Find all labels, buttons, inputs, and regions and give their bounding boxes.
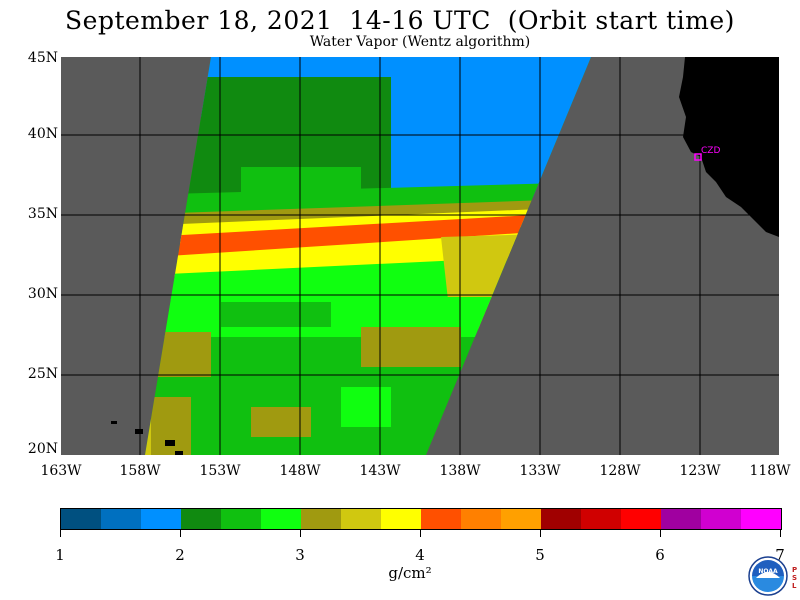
lat-label-30n: 30N	[27, 286, 58, 302]
lon-label-143w: 143W	[359, 463, 401, 479]
colorbar-swatch-2	[141, 509, 181, 529]
map-image	[61, 57, 779, 455]
lon-label-148w: 148W	[279, 463, 321, 479]
colorbar-swatch-8	[381, 509, 421, 529]
noaa-logo-icon: NOAA	[748, 556, 788, 596]
lon-label-163w: 163W	[40, 463, 82, 479]
colorbar-swatch-17	[741, 509, 781, 529]
colorbar-swatch-7	[341, 509, 381, 529]
colorbar-swatch-10	[461, 509, 501, 529]
colorbar-swatch-0	[61, 509, 101, 529]
colorbar-swatch-4	[221, 509, 261, 529]
lon-label-153w: 153W	[199, 463, 241, 479]
colorbar-swatch-3	[181, 509, 221, 529]
station-label: CZD	[701, 146, 721, 156]
colorbar-tick-6: 6	[655, 546, 665, 564]
lon-label-158w: 158W	[119, 463, 161, 479]
colorbar	[60, 508, 782, 530]
colorbar-tick-7: 7	[775, 546, 785, 564]
lat-label-40n: 40N	[27, 126, 58, 142]
colorbar-swatch-5	[261, 509, 301, 529]
colorbar-tick-5: 5	[535, 546, 545, 564]
station-marker	[694, 153, 702, 161]
colorbar-tick-2: 2	[175, 546, 185, 564]
colorbar-swatch-11	[501, 509, 541, 529]
colorbar-tick-4: 4	[415, 546, 425, 564]
lat-label-45n: 45N	[27, 50, 58, 66]
colorbar-swatch-6	[301, 509, 341, 529]
lat-label-20n: 20N	[27, 441, 58, 457]
water-vapor-map: CZD	[61, 57, 779, 455]
page-subtitle: Water Vapor (Wentz algorithm)	[309, 34, 531, 50]
page-title: September 18, 2021 14-16 UTC (Orbit star…	[65, 6, 735, 35]
lon-label-123w: 123W	[679, 463, 721, 479]
lat-label-25n: 25N	[27, 366, 58, 382]
colorbar-swatch-13	[581, 509, 621, 529]
colorbar-swatch-14	[621, 509, 661, 529]
colorbar-swatch-12	[541, 509, 581, 529]
lon-label-128w: 128W	[599, 463, 641, 479]
colorbar-tick-1: 1	[55, 546, 65, 564]
colorbar-swatch-9	[421, 509, 461, 529]
colorbar-unit: g/cm²	[388, 564, 432, 582]
colorbar-swatch-15	[661, 509, 701, 529]
land-mass	[679, 57, 779, 237]
lon-label-138w: 138W	[439, 463, 481, 479]
map-graticule	[61, 57, 779, 455]
colorbar-tick-3: 3	[295, 546, 305, 564]
svg-text:NOAA: NOAA	[758, 568, 778, 575]
colorbar-swatch-16	[701, 509, 741, 529]
colorbar-swatch-1	[101, 509, 141, 529]
lat-label-35n: 35N	[27, 206, 58, 222]
lon-label-118w: 118W	[749, 463, 791, 479]
lon-label-133w: 133W	[519, 463, 561, 479]
satellite-swath	[145, 57, 591, 455]
